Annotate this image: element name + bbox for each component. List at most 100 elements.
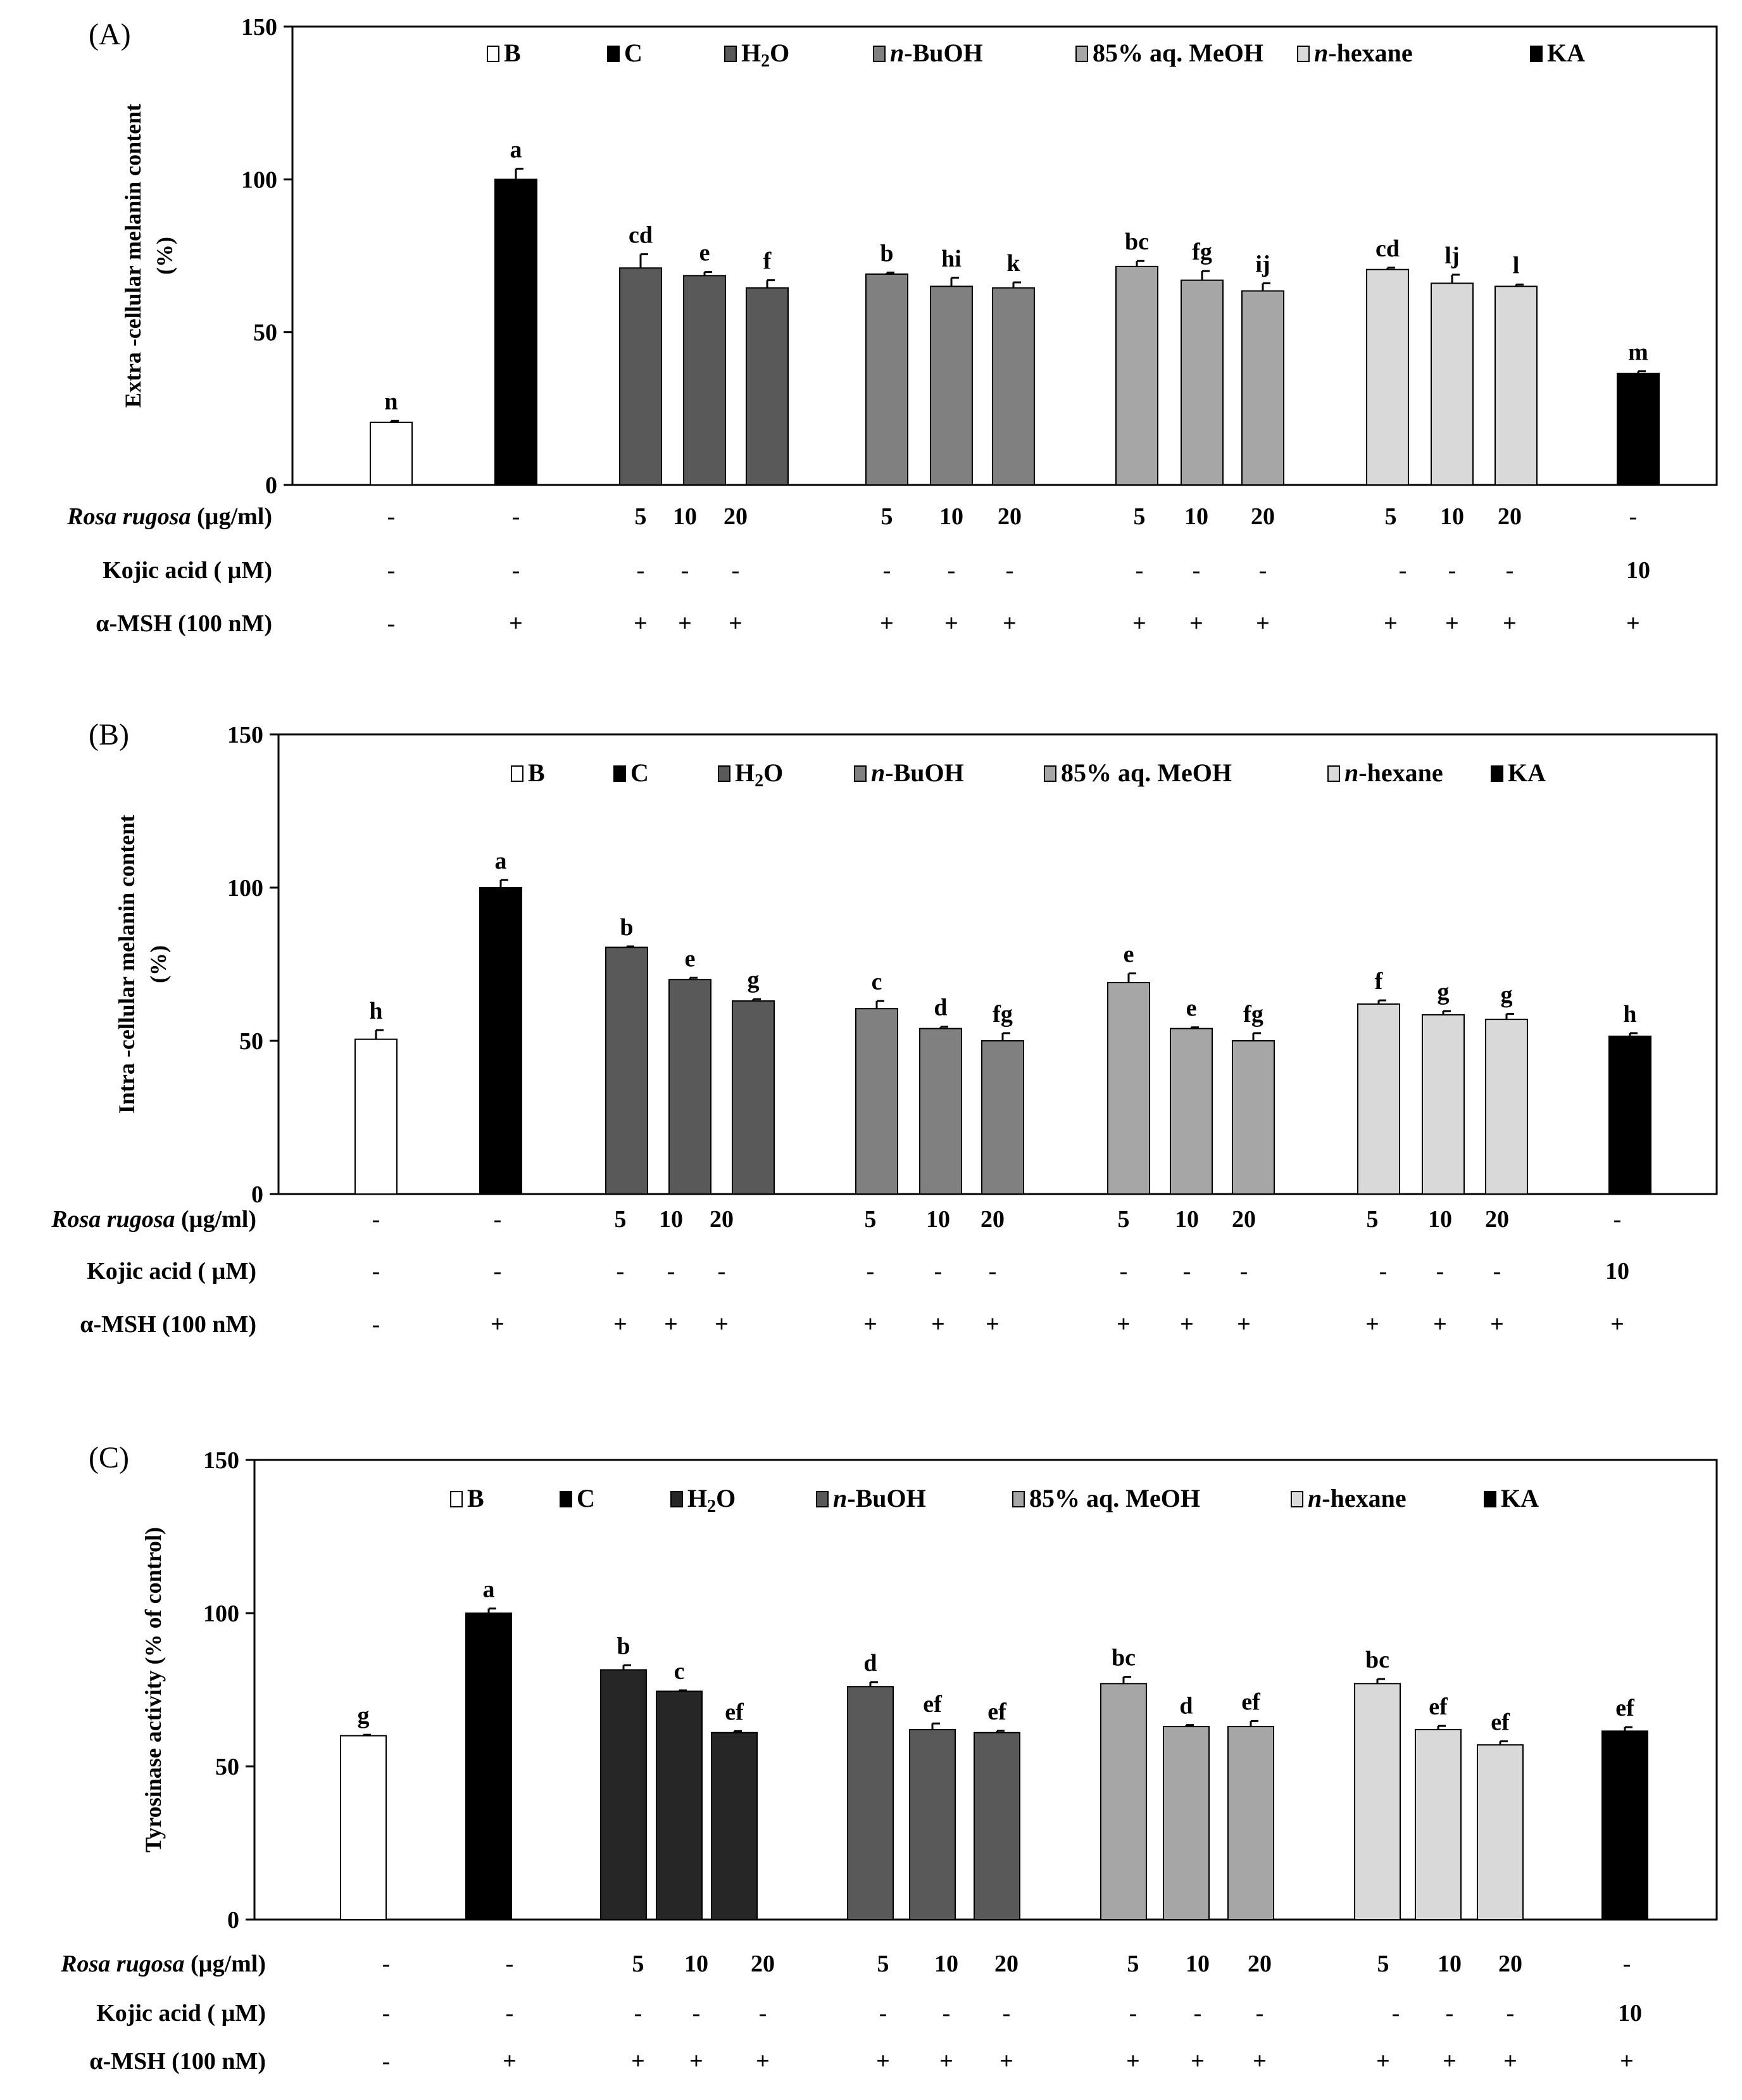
legend-label: KA <box>1547 39 1585 67</box>
bar <box>1601 1730 1648 1921</box>
significance-letter: ef <box>987 1699 1007 1725</box>
row-value-msh: + <box>729 610 743 637</box>
row-value-rosa: 10 <box>684 1951 708 1977</box>
bar <box>711 1732 758 1920</box>
y-axis-title: Extra -cellular melanin content <box>120 104 146 408</box>
row-value-rosa: 5 <box>881 503 893 530</box>
bar <box>1422 1014 1465 1195</box>
bar <box>974 1732 1020 1920</box>
row-value-msh: + <box>491 1311 504 1338</box>
bar <box>465 1613 512 1920</box>
bar <box>1241 290 1284 486</box>
significance-letter: c <box>872 969 882 995</box>
y-tick-label: 150 <box>241 14 277 41</box>
bar <box>930 286 973 486</box>
row-value-rosa: 20 <box>998 503 1022 530</box>
row-value-kojic: - <box>681 557 689 584</box>
bar <box>855 1008 898 1195</box>
legend-label: KA <box>1508 758 1546 787</box>
row-value-msh: + <box>1626 610 1640 637</box>
y-tick-label: 100 <box>241 167 277 193</box>
row-value-rosa: 5 <box>1118 1206 1130 1233</box>
significance-letter: b <box>620 914 633 941</box>
significance-letter: d <box>863 1650 877 1676</box>
row-value-msh: + <box>715 1311 729 1338</box>
row-value-msh: + <box>1180 1311 1194 1338</box>
row-value-msh: + <box>1433 1311 1447 1338</box>
row-value-rosa: 10 <box>1440 503 1464 530</box>
row-value-msh: + <box>876 2048 890 2075</box>
legend-swatch <box>1530 46 1543 62</box>
row-label-msh: α-MSH (100 nM) <box>80 1311 256 1338</box>
row-label-rosa: Rosa rugosa (µg/ml) <box>60 1951 266 1977</box>
legend-swatch <box>1297 46 1310 62</box>
row-value-msh: + <box>664 1311 678 1338</box>
y-tick-label: 150 <box>203 1447 239 1474</box>
legend-swatch <box>1291 1491 1303 1507</box>
legend-label: n-BuOH <box>890 39 983 67</box>
legend-swatch <box>511 765 523 782</box>
bar <box>746 287 789 486</box>
row-value-rosa: 20 <box>1498 503 1522 530</box>
legend-label: n-BuOH <box>871 758 964 787</box>
panel-label: (B) <box>89 718 129 751</box>
row-value-msh: + <box>1376 2048 1390 2075</box>
bar <box>340 1735 387 1921</box>
row-value-kojic: - <box>667 1258 675 1285</box>
significance-letter: b <box>617 1633 630 1659</box>
row-value-rosa: 10 <box>926 1206 950 1233</box>
row-value-kojic: - <box>1193 557 1201 584</box>
bar <box>1485 1019 1528 1195</box>
significance-letter: l <box>1513 252 1520 279</box>
row-value-msh: + <box>1443 2048 1457 2075</box>
bar <box>479 887 522 1195</box>
row-value-msh: + <box>1490 1311 1504 1338</box>
y-axis-title-unit: (%) <box>146 945 171 983</box>
legend-label: B <box>467 1484 484 1512</box>
row-value-kojic: - <box>506 2000 514 2027</box>
row-value-msh: + <box>1117 1311 1131 1338</box>
row-value-rosa: 10 <box>1184 503 1208 530</box>
row-value-kojic: - <box>1446 2000 1454 2027</box>
significance-letter: ij <box>1255 251 1270 277</box>
row-value-kojic: - <box>1136 557 1144 584</box>
row-value-msh: + <box>931 1311 945 1338</box>
row-value-kojic: - <box>732 557 740 584</box>
significance-letter: bc <box>1365 1647 1389 1673</box>
y-axis-title: Intra -cellular melanin content <box>114 815 139 1114</box>
bar <box>1227 1726 1274 1921</box>
bar <box>656 1690 703 1920</box>
row-value-msh: + <box>1610 1311 1624 1338</box>
significance-letter: lj <box>1444 242 1459 269</box>
row-value-kojic: - <box>372 1258 380 1285</box>
y-tick-label: 100 <box>227 875 263 902</box>
significance-letter: g <box>1501 981 1513 1008</box>
legend-label: B <box>528 758 545 787</box>
bar <box>1181 279 1224 486</box>
row-value-kojic: - <box>1183 1258 1191 1285</box>
row-value-rosa: - <box>382 1951 391 1977</box>
legend-swatch <box>670 1491 683 1507</box>
legend-label: 85% aq. MeOH <box>1093 39 1263 67</box>
row-value-kojic: - <box>387 557 396 584</box>
y-tick-label: 50 <box>239 1028 263 1055</box>
row-value-msh: + <box>634 610 648 637</box>
significance-letter: e <box>1186 995 1197 1022</box>
row-value-rosa: - <box>1629 503 1638 530</box>
row-value-rosa: 10 <box>673 503 697 530</box>
row-value-rosa: 10 <box>934 1951 958 1977</box>
legend-swatch <box>1484 1491 1496 1507</box>
significance-letter: cd <box>629 222 653 249</box>
row-value-kojic: - <box>1259 557 1267 584</box>
row-value-kojic: - <box>1379 1258 1388 1285</box>
row-value-kojic: - <box>1448 557 1457 584</box>
row-value-kojic: - <box>989 1258 997 1285</box>
bar <box>909 1728 956 1920</box>
significance-letter: bc <box>1125 229 1149 255</box>
row-value-kojic: - <box>637 557 645 584</box>
significance-letter: k <box>1006 250 1020 277</box>
significance-letter: ef <box>725 1699 744 1725</box>
significance-letter: c <box>674 1658 685 1685</box>
bar <box>1617 372 1660 486</box>
